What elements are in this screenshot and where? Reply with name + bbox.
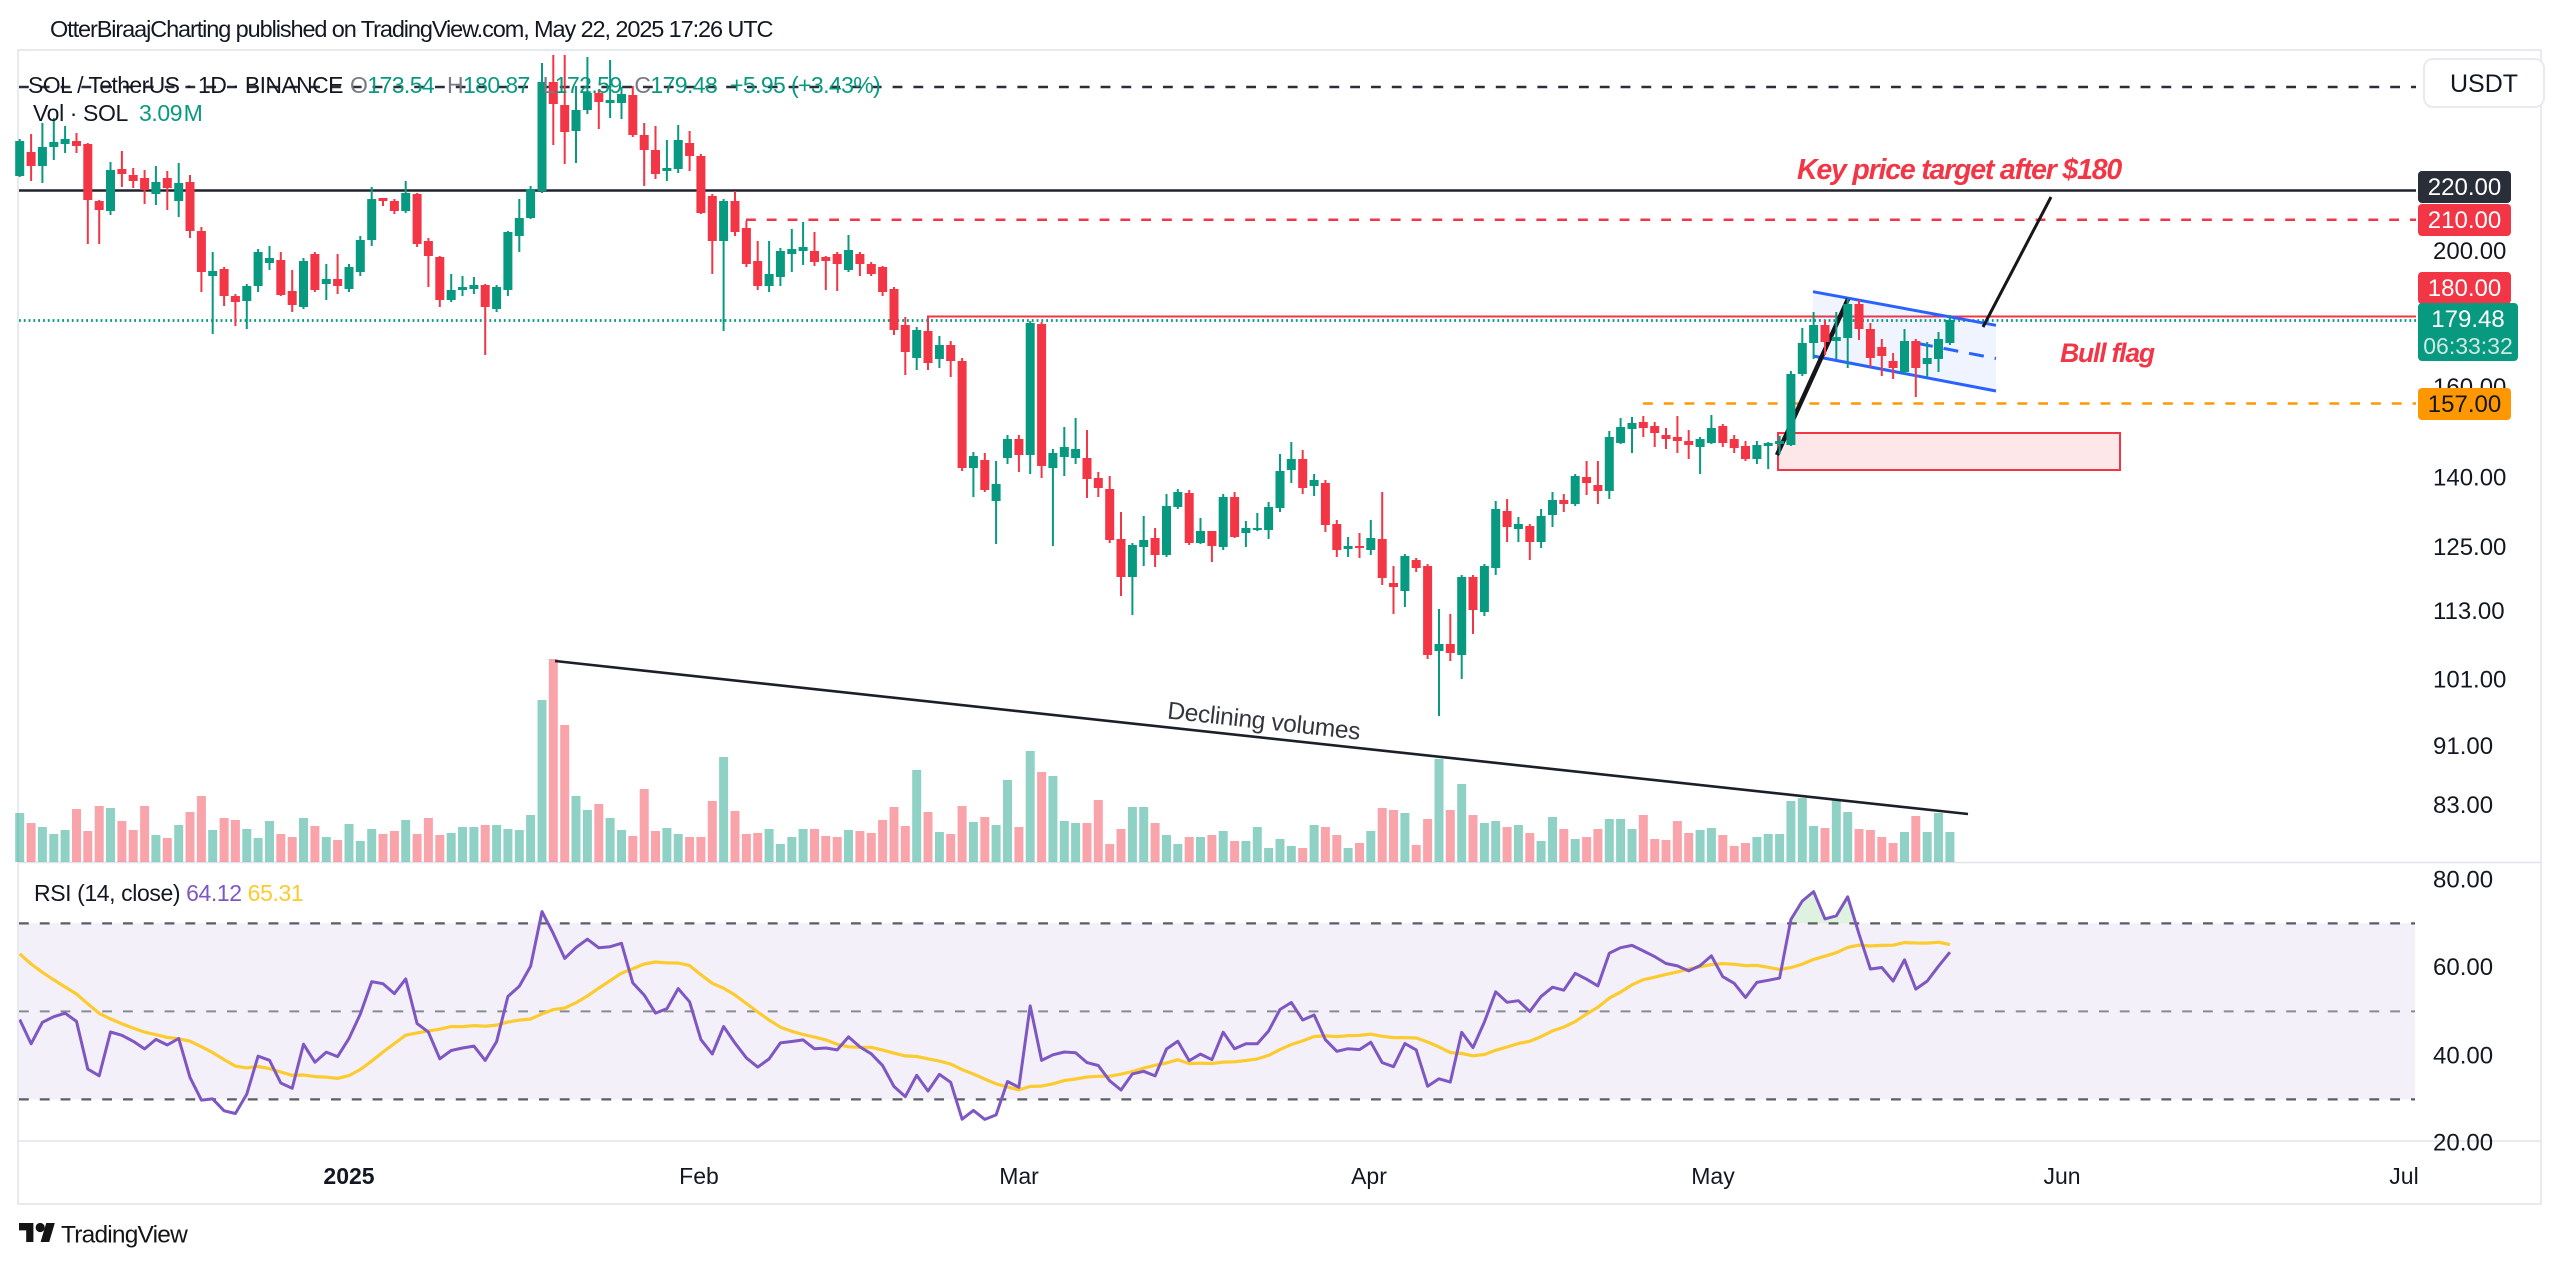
svg-text:157.00: 157.00 <box>2428 391 2501 418</box>
svg-text:179.48: 179.48 <box>2431 306 2504 333</box>
svg-text:RSI (14, close) 64.12 65.31: RSI (14, close) 64.12 65.31 <box>34 880 303 906</box>
svg-text:180.00: 180.00 <box>2428 275 2501 302</box>
svg-text:Jun: Jun <box>2043 1163 2080 1189</box>
svg-text:TradingView: TradingView <box>61 1222 188 1249</box>
svg-text:220.00: 220.00 <box>2428 174 2501 201</box>
svg-text:40.00: 40.00 <box>2433 1042 2493 1069</box>
svg-text:125.00: 125.00 <box>2433 534 2506 561</box>
svg-text:101.00: 101.00 <box>2433 667 2506 694</box>
svg-text:60.00: 60.00 <box>2433 954 2493 981</box>
svg-text:Feb: Feb <box>679 1163 719 1189</box>
svg-text:113.00: 113.00 <box>2433 598 2505 625</box>
svg-text:210.00: 210.00 <box>2428 207 2501 234</box>
svg-text:Apr: Apr <box>1351 1163 1387 1189</box>
svg-text:2025: 2025 <box>323 1163 374 1189</box>
svg-text:20.00: 20.00 <box>2433 1129 2493 1156</box>
svg-text:83.00: 83.00 <box>2433 792 2493 819</box>
svg-text:SOL / TetherUS · 1D · BINANCE: SOL / TetherUS · 1D · BINANCE O173.54 H1… <box>28 72 880 98</box>
svg-text:80.00: 80.00 <box>2433 866 2493 893</box>
svg-text:Mar: Mar <box>999 1163 1039 1189</box>
svg-text:OtterBiraajCharting published: OtterBiraajCharting published on Trading… <box>50 16 774 42</box>
svg-text:140.00: 140.00 <box>2433 465 2506 492</box>
svg-text:Jul: Jul <box>2389 1163 2418 1189</box>
svg-text:May: May <box>1691 1163 1735 1189</box>
svg-text:Vol · SOL 3.09 M: Vol · SOL 3.09 M <box>33 100 202 126</box>
svg-text:Key price target after $180: Key price target after $180 <box>1797 154 2122 186</box>
svg-text:200.00: 200.00 <box>2433 238 2506 265</box>
svg-text:91.00: 91.00 <box>2433 733 2493 760</box>
svg-text:06:33:32: 06:33:32 <box>2423 333 2513 359</box>
svg-text:Bull flag: Bull flag <box>2060 338 2155 368</box>
svg-text:USDT: USDT <box>2450 70 2518 98</box>
